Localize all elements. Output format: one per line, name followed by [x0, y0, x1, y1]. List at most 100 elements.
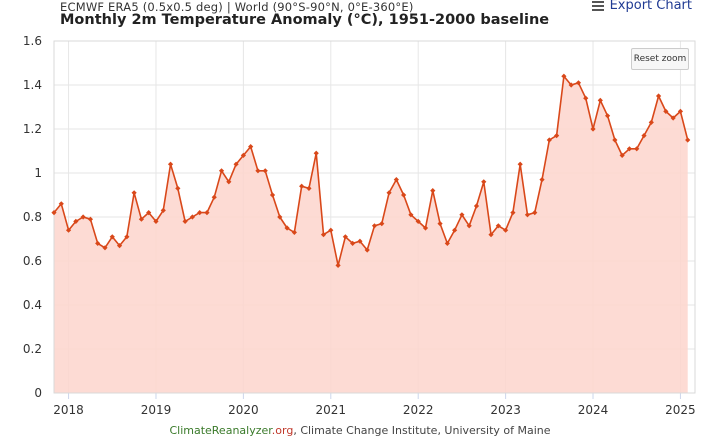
- data-point[interactable]: [641, 133, 647, 139]
- data-point[interactable]: [58, 201, 64, 207]
- data-point[interactable]: [124, 234, 130, 240]
- data-point[interactable]: [95, 240, 101, 246]
- data-point[interactable]: [248, 144, 254, 150]
- credit-tld[interactable]: .org: [271, 424, 294, 437]
- data-point[interactable]: [495, 223, 501, 229]
- data-point[interactable]: [619, 152, 625, 158]
- data-point[interactable]: [364, 247, 370, 253]
- data-point[interactable]: [277, 214, 283, 220]
- data-point[interactable]: [422, 225, 429, 231]
- data-point[interactable]: [488, 232, 494, 238]
- data-point[interactable]: [597, 97, 603, 103]
- data-point[interactable]: [204, 210, 210, 216]
- data-point[interactable]: [342, 234, 348, 240]
- data-point[interactable]: [262, 168, 268, 174]
- data-point[interactable]: [131, 190, 137, 196]
- data-point[interactable]: [575, 80, 582, 86]
- data-point[interactable]: [51, 210, 57, 216]
- data-point[interactable]: [328, 227, 334, 233]
- data-point[interactable]: [444, 240, 450, 246]
- data-point[interactable]: [240, 152, 246, 158]
- data-point[interactable]: [393, 177, 399, 183]
- data-point[interactable]: [269, 192, 276, 198]
- data-point[interactable]: [371, 223, 378, 229]
- data-point[interactable]: [226, 179, 232, 185]
- data-point[interactable]: [80, 214, 86, 220]
- data-point[interactable]: [73, 218, 79, 224]
- data-point[interactable]: [313, 150, 319, 156]
- data-point[interactable]: [408, 212, 414, 218]
- data-point[interactable]: [197, 210, 203, 216]
- data-point[interactable]: [350, 240, 356, 246]
- data-point[interactable]: [481, 179, 487, 185]
- export-chart-button[interactable]: Export Chart: [591, 0, 692, 13]
- data-point[interactable]: [401, 192, 407, 198]
- data-point[interactable]: [218, 168, 225, 174]
- data-point[interactable]: [65, 227, 72, 233]
- data-point[interactable]: [291, 229, 297, 235]
- data-point[interactable]: [437, 221, 443, 227]
- data-point[interactable]: [561, 73, 567, 79]
- data-point[interactable]: [677, 108, 684, 114]
- data-point[interactable]: [386, 190, 392, 196]
- data-point[interactable]: [459, 212, 465, 218]
- data-point[interactable]: [357, 238, 363, 244]
- data-point[interactable]: [306, 185, 312, 191]
- data-point[interactable]: [612, 137, 618, 143]
- data-point[interactable]: [379, 221, 385, 227]
- data-point[interactable]: [670, 115, 676, 121]
- data-point[interactable]: [138, 216, 145, 222]
- data-point[interactable]: [335, 262, 341, 268]
- data-point[interactable]: [546, 137, 552, 143]
- data-point[interactable]: [539, 177, 545, 183]
- data-point[interactable]: [517, 161, 523, 167]
- reset-zoom-button[interactable]: Reset zoom: [631, 48, 689, 70]
- data-point[interactable]: [284, 225, 290, 231]
- data-point[interactable]: [568, 82, 574, 88]
- data-point[interactable]: [167, 161, 174, 167]
- data-point[interactable]: [189, 214, 195, 220]
- data-point[interactable]: [648, 119, 654, 125]
- data-point[interactable]: [233, 161, 239, 167]
- data-point[interactable]: [116, 243, 123, 249]
- data-point[interactable]: [655, 93, 662, 99]
- data-point[interactable]: [510, 210, 516, 216]
- data-point[interactable]: [554, 133, 560, 139]
- data-point[interactable]: [182, 218, 188, 224]
- credit-site[interactable]: ClimateReanalyzer: [169, 424, 272, 437]
- data-point[interactable]: [320, 232, 327, 238]
- data-point[interactable]: [255, 168, 261, 174]
- data-point[interactable]: [473, 203, 480, 209]
- data-point[interactable]: [87, 216, 94, 222]
- data-point[interactable]: [532, 210, 538, 216]
- data-point[interactable]: [299, 183, 305, 189]
- data-point[interactable]: [153, 218, 159, 224]
- data-point[interactable]: [604, 113, 611, 119]
- series-line[interactable]: [53, 75, 689, 267]
- data-point[interactable]: [175, 185, 181, 191]
- data-point[interactable]: [160, 207, 166, 213]
- data-point[interactable]: [466, 223, 472, 229]
- credit-line: ClimateReanalyzer.org, Climate Change In…: [0, 424, 720, 437]
- data-point[interactable]: [211, 194, 217, 200]
- data-point[interactable]: [415, 218, 421, 224]
- data-point[interactable]: [146, 210, 152, 216]
- y-tick-label: 1.2: [23, 122, 42, 136]
- data-point[interactable]: [663, 108, 669, 114]
- points-layer: [51, 73, 691, 268]
- data-point[interactable]: [503, 227, 509, 233]
- y-tick-label: 0.2: [23, 342, 42, 356]
- data-point[interactable]: [590, 126, 596, 132]
- data-point[interactable]: [583, 95, 589, 101]
- data-point[interactable]: [626, 146, 633, 152]
- data-point[interactable]: [102, 245, 108, 251]
- data-point[interactable]: [430, 188, 436, 194]
- data-point[interactable]: [634, 146, 640, 152]
- y-tick-label: 0: [34, 386, 42, 400]
- data-point[interactable]: [685, 137, 691, 143]
- chart-subtitle: ECMWF ERA5 (0.5x0.5 deg) | World (90°S-9…: [60, 0, 414, 14]
- data-point[interactable]: [524, 212, 531, 218]
- data-point[interactable]: [109, 234, 115, 240]
- data-point[interactable]: [452, 227, 458, 233]
